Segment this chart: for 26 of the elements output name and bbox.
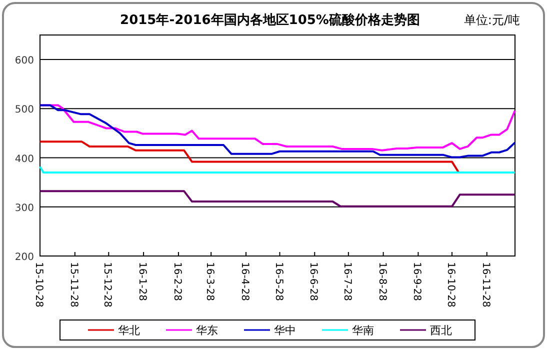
y-tick-label: 400 — [14, 154, 34, 165]
legend-label: 西北 — [430, 324, 452, 337]
legend-label: 华东 — [196, 324, 218, 337]
y-tick-label: 600 — [14, 56, 34, 67]
x-tick-label: 16-3-28 — [204, 262, 216, 302]
x-tick-label: 16-7-28 — [341, 262, 352, 302]
y-tick-label: 200 — [14, 252, 34, 263]
text: 单位:元/吨 — [464, 13, 520, 27]
y-tick-label: 300 — [14, 202, 34, 214]
legend-label: 华北 — [118, 324, 140, 337]
x-tick-label: 16-5-28 — [272, 262, 284, 302]
x-tick-label: 15-10-28 — [33, 262, 44, 308]
chart-title: 2015年-2016年国内各地区105%硫酸价格走势图 — [120, 12, 420, 28]
legend-label: 华南 — [352, 324, 374, 337]
x-tick-label: 16-11-28 — [480, 262, 491, 308]
x-tick-label: 16-10-28 — [444, 262, 456, 308]
x-tick-label: 16-1-28 — [136, 262, 148, 302]
x-tick-label: 16-9-28 — [411, 262, 422, 302]
x-tick-label: 16-6-28 — [308, 262, 319, 302]
legend-label: 华中 — [274, 324, 296, 337]
x-tick-label: 15-11-28 — [68, 262, 79, 308]
x-tick-label: 15-12-28 — [102, 262, 113, 308]
x-tick-label: 16-8-28 — [376, 262, 388, 302]
x-tick-label: 16-4-28 — [238, 262, 250, 302]
y-tick-label: 500 — [14, 104, 34, 116]
x-tick-label: 16-2-28 — [171, 262, 182, 302]
